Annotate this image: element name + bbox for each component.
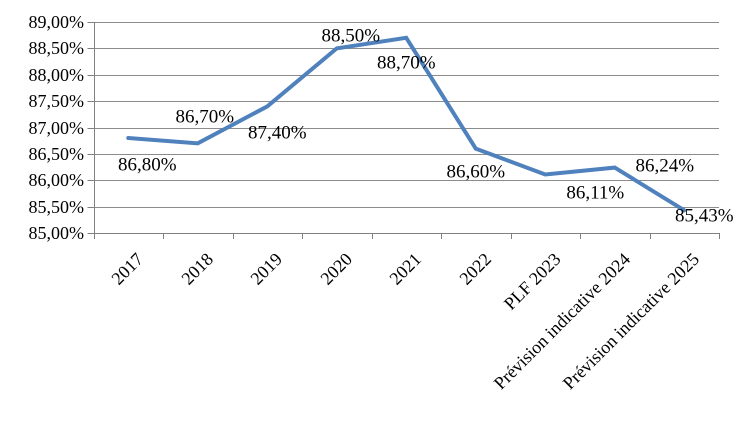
- data-label: 88,70%: [376, 52, 436, 74]
- y-axis-label: 88,00%: [28, 64, 85, 85]
- data-label: 86,70%: [175, 106, 235, 128]
- y-axis-label: 85,50%: [28, 196, 85, 217]
- y-axis-label: 87,50%: [28, 91, 85, 112]
- data-label: 88,50%: [321, 25, 381, 47]
- data-label: 86,11%: [566, 182, 625, 204]
- y-axis-label: 86,00%: [28, 170, 85, 191]
- data-label: 85,43%: [674, 205, 734, 227]
- series-line: [126, 35, 687, 213]
- y-axis-label: 87,00%: [28, 117, 85, 138]
- y-axis-label: 86,50%: [28, 143, 85, 164]
- y-axis-label: 85,00%: [28, 223, 85, 243]
- y-axis-label: 89,00%: [28, 12, 85, 32]
- data-label: 86,60%: [446, 161, 506, 183]
- data-label: 87,40%: [247, 122, 307, 144]
- data-label: 86,80%: [117, 154, 177, 176]
- y-axis-label: 88,50%: [28, 38, 85, 59]
- data-label: 86,24%: [635, 155, 695, 177]
